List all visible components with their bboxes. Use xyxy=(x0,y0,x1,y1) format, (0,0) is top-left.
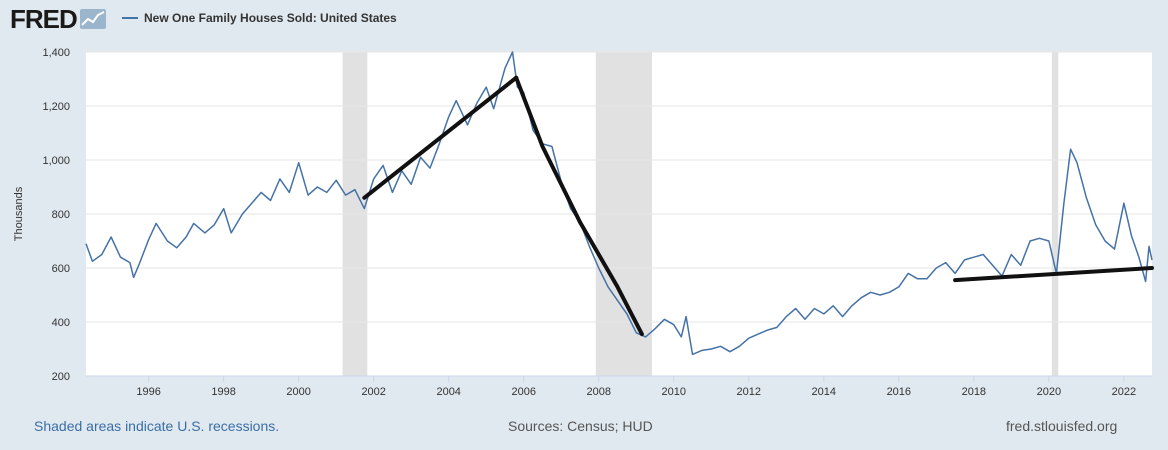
legend-swatch xyxy=(122,17,138,19)
recession-note-link[interactable]: Shaded areas indicate U.S. recessions. xyxy=(34,418,280,434)
x-tick-label: 1996 xyxy=(136,386,160,398)
x-tick-label: 2014 xyxy=(812,386,836,398)
logo-text: FRED xyxy=(10,3,78,34)
y-axis-ticks: 200 400 600 800 1,000 1,200 1,400 xyxy=(42,47,70,383)
legend-label: New One Family Houses Sold: United State… xyxy=(144,11,397,25)
x-tick-label: 2002 xyxy=(361,386,385,398)
x-tick-label: 2012 xyxy=(737,386,761,398)
y-axis-label: Thousands xyxy=(13,186,25,241)
series xyxy=(85,51,1153,356)
x-tick-label: 2000 xyxy=(286,386,310,398)
y-tick-label: 1,000 xyxy=(42,155,70,167)
fred-logo[interactable]: FRED xyxy=(10,3,106,34)
trendlines xyxy=(362,75,1154,337)
series-line xyxy=(85,51,1153,356)
trendline xyxy=(514,75,644,337)
x-tick-label: 2016 xyxy=(887,386,911,398)
x-tick-label: 2004 xyxy=(436,386,460,398)
x-tick-label: 2020 xyxy=(1037,386,1061,398)
x-axis-ticks: 1996 1998 2000 2002 2004 2006 2008 2010 2012 2014… xyxy=(86,375,1152,398)
chart-logo-icon xyxy=(79,9,106,29)
trendline xyxy=(362,75,519,200)
legend: New One Family Houses Sold: United State… xyxy=(122,11,397,25)
y-tick-label: 200 xyxy=(52,371,70,383)
sources-text: Sources: Census; HUD xyxy=(508,418,653,434)
y-tick-label: 1,400 xyxy=(42,47,70,59)
site-link[interactable]: fred.stlouisfed.org xyxy=(1006,418,1118,434)
x-tick-label: 2018 xyxy=(962,386,986,398)
y-tick-label: 400 xyxy=(52,317,70,329)
y-tick-label: 800 xyxy=(52,209,70,221)
x-tick-label: 1998 xyxy=(211,386,235,398)
x-tick-label: 2006 xyxy=(511,386,535,398)
x-tick-label: 2022 xyxy=(1112,386,1136,398)
y-tick-label: 600 xyxy=(52,263,70,275)
x-tick-label: 2008 xyxy=(587,386,611,398)
x-tick-label: 2010 xyxy=(662,386,686,398)
y-tick-label: 1,200 xyxy=(42,101,70,113)
trendline xyxy=(953,266,1154,283)
